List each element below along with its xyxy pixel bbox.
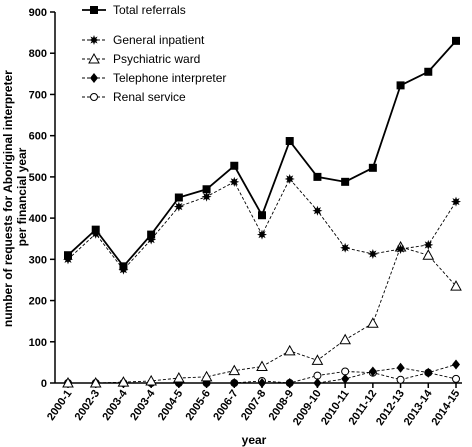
data-point-psychiatric-ward	[283, 344, 296, 356]
data-point-psychiatric-ward	[89, 376, 102, 388]
data-point-general-inpatient	[229, 176, 240, 187]
legend: Total referrals General inpatient Psychiat…	[82, 3, 226, 104]
y-tick-label: 900	[29, 7, 47, 19]
data-point-psychiatric-ward	[422, 249, 435, 260]
x-tick-label: 2007-8	[239, 388, 268, 423]
series-line-renal-service	[68, 371, 457, 384]
data-point-psychiatric-ward	[367, 317, 379, 328]
data-point-total-referrals	[174, 193, 183, 202]
legend-label-total-referrals: Total referrals	[113, 3, 186, 17]
y-tick-label: 200	[29, 296, 47, 308]
data-point-total-referrals	[258, 211, 266, 220]
legend-marker-total-referrals	[90, 6, 98, 14]
data-point-general-inpatient	[451, 196, 461, 207]
data-point-general-inpatient	[173, 201, 184, 212]
data-point-total-referrals	[368, 163, 377, 172]
data-point-telephone-interpreter	[368, 366, 377, 377]
data-point-general-inpatient	[340, 242, 351, 253]
series-layer	[62, 36, 462, 388]
x-tick-label: 2004-5	[156, 388, 185, 423]
data-point-total-referrals	[396, 81, 405, 90]
data-point-telephone-interpreter	[452, 359, 460, 370]
data-point-total-referrals	[341, 177, 350, 186]
data-point-telephone-interpreter	[258, 378, 266, 388]
chart-axes	[54, 12, 462, 384]
legend-label-telephone-interpreter: Telephone interpreter	[113, 71, 226, 85]
data-point-total-referrals	[285, 137, 294, 146]
data-point-total-referrals	[91, 225, 100, 234]
data-point-telephone-interpreter	[341, 373, 350, 384]
x-axis-title: year	[242, 433, 267, 447]
data-point-total-referrals	[64, 251, 72, 260]
y-tick-label: 100	[29, 337, 47, 349]
data-point-psychiatric-ward	[62, 376, 74, 388]
x-tick-label: 2003-4	[128, 387, 158, 423]
x-tick-label: 2003-4	[100, 387, 130, 423]
y-axis-title: number of requests for Aboriginal interp…	[1, 67, 29, 327]
data-point-general-inpatient	[257, 229, 267, 240]
y-tick-label: 400	[29, 213, 47, 225]
legend-label-general-inpatient: General inpatient	[113, 33, 205, 47]
data-point-total-referrals	[424, 67, 433, 76]
x-tick-label: 2000-1	[45, 388, 74, 423]
data-point-psychiatric-ward	[256, 360, 268, 372]
data-point-total-referrals	[202, 185, 211, 194]
data-point-renal-service	[452, 374, 460, 383]
data-point-telephone-interpreter	[313, 378, 322, 388]
data-point-psychiatric-ward	[339, 333, 351, 345]
series-total-referrals	[64, 36, 460, 271]
data-point-general-inpatient	[395, 244, 406, 255]
legend-marker-telephone-interpreter	[90, 73, 98, 83]
data-point-telephone-interpreter	[396, 362, 405, 373]
y-tick-label: 300	[29, 254, 47, 266]
legend-marker-psychiatric-ward	[88, 52, 100, 64]
data-point-general-inpatient	[423, 239, 434, 250]
data-point-general-inpatient	[367, 248, 378, 259]
x-tick-label: 2005-6	[184, 388, 213, 423]
data-point-general-inpatient	[284, 173, 295, 184]
data-point-general-inpatient	[312, 205, 323, 216]
data-point-renal-service	[396, 375, 405, 384]
x-tick-label: 2014-15	[429, 388, 462, 428]
y-tick-label: 800	[29, 48, 47, 60]
series-general-inpatient	[63, 173, 461, 275]
data-point-psychiatric-ward	[145, 374, 157, 386]
y-axis-title-line-2: per financial year	[15, 147, 29, 246]
x-tick-label: 2002-3	[73, 388, 102, 423]
legend-label-psychiatric-ward: Psychiatric ward	[113, 52, 200, 66]
x-ticks: 2000-12002-32003-42003-42004-52005-62006…	[45, 383, 462, 428]
legend-label-renal-service: Renal service	[113, 90, 186, 104]
x-tick-label: 2009-10	[291, 388, 324, 428]
data-point-general-inpatient	[201, 191, 212, 202]
legend-marker-renal-service	[90, 93, 98, 101]
series-psychiatric-ward	[62, 240, 462, 388]
series-line-general-inpatient	[67, 178, 457, 271]
data-point-telephone-interpreter	[285, 378, 294, 388]
y-ticks: 0 100 200 300 400 500 600 700 800 900	[29, 7, 55, 390]
data-point-psychiatric-ward	[117, 376, 130, 387]
data-point-telephone-interpreter	[424, 367, 433, 378]
x-tick-label: 2006-7	[211, 388, 240, 423]
data-point-psychiatric-ward	[173, 372, 185, 383]
data-point-psychiatric-ward	[228, 364, 241, 376]
data-point-total-referrals	[147, 230, 156, 239]
data-point-psychiatric-ward	[200, 370, 213, 382]
data-point-psychiatric-ward	[450, 280, 462, 291]
legend-marker-general-inpatient	[89, 35, 99, 45]
data-point-total-referrals	[452, 36, 460, 45]
data-point-psychiatric-ward	[311, 354, 324, 365]
y-tick-label: 500	[29, 172, 47, 184]
data-point-total-referrals	[313, 172, 322, 181]
data-point-total-referrals	[230, 161, 239, 170]
data-point-telephone-interpreter	[230, 378, 239, 388]
y-axis-title-line-1: number of requests for Aboriginal interp…	[1, 70, 15, 327]
data-point-total-referrals	[119, 262, 128, 271]
y-tick-label: 0	[41, 378, 47, 390]
x-tick-label: 2008-9	[267, 388, 296, 423]
y-tick-label: 700	[29, 89, 47, 101]
y-tick-label: 600	[29, 131, 47, 143]
